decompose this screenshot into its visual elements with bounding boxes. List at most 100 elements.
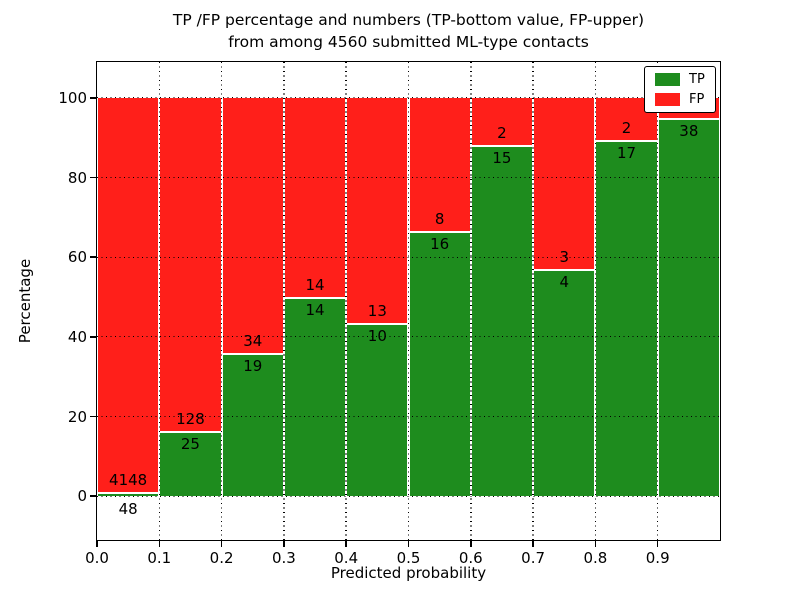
bar-tp-segment: [284, 297, 346, 497]
gridline-v: [407, 62, 410, 540]
bar-label-tp: 10: [367, 326, 387, 345]
bar: [283, 97, 347, 497]
chart-title: TP /FP percentage and numbers (TP-bottom…: [97, 9, 720, 53]
legend: TP FP: [644, 66, 716, 113]
gridline-v: [283, 62, 285, 540]
y-tick: [90, 495, 97, 497]
y-tick: [90, 336, 97, 338]
bar-tp-segment: [534, 268, 595, 497]
y-tick-label: 100: [58, 88, 87, 107]
gridline-v: [532, 62, 534, 540]
x-tick-label: 0.9: [645, 549, 670, 567]
x-tick-label: 0.6: [458, 549, 483, 567]
bar: [657, 97, 720, 497]
x-tick: [532, 540, 534, 547]
gridline-h: [97, 495, 720, 497]
y-tick: [90, 415, 97, 418]
x-tick-label: 0.2: [209, 549, 234, 567]
y-tick: [90, 176, 97, 179]
bar-label-tp: 15: [492, 148, 512, 167]
bar-fp-segment: [347, 97, 408, 323]
x-tick-label: 0.3: [271, 549, 296, 567]
legend-item-tp: TP: [655, 73, 705, 86]
x-tick-label: 0.8: [583, 549, 608, 567]
gridline-h: [97, 97, 720, 99]
bar-tp-segment: [347, 322, 408, 497]
bar: [533, 97, 596, 497]
bar-label-tp: 4: [559, 272, 570, 291]
y-tick-label: 0: [77, 487, 87, 506]
legend-label-fp: FP: [689, 92, 705, 107]
bar-tp-segment: [409, 230, 470, 497]
x-tick: [470, 540, 472, 547]
fp-swatch-icon: [655, 93, 680, 106]
x-tick-label: 0.1: [147, 549, 172, 567]
bar-tp-segment: [471, 144, 533, 497]
bar-tp-segment: [596, 139, 657, 497]
x-axis-label: Predicted probability: [330, 564, 487, 582]
bar: [221, 97, 284, 497]
y-tick: [90, 97, 97, 99]
gridline-h: [97, 336, 720, 338]
gridline-v: [656, 62, 659, 540]
bar-tp-segment: [160, 431, 221, 497]
bar-label-tp: 25: [180, 435, 200, 454]
bar-label-fp: 14: [305, 276, 325, 295]
x-tick: [407, 540, 410, 547]
gridline-h: [97, 176, 720, 179]
x-tick-label: 0.4: [334, 549, 359, 567]
gridline-v: [345, 62, 347, 540]
bar-tp-segment: [222, 353, 283, 497]
bar-label-tp: 38: [679, 121, 699, 140]
bar-fp-segment: [471, 97, 533, 145]
bar-fp-segment: [98, 97, 159, 492]
bar-label-fp: 8: [434, 209, 445, 228]
bar-fp-segment: [284, 97, 346, 297]
bar-fp-segment: [222, 97, 283, 354]
gridline-v: [470, 62, 472, 540]
y-tick: [90, 256, 97, 258]
bar: [346, 97, 409, 497]
bar-fp-segment: [160, 97, 221, 432]
bar-label-fp: 13: [367, 301, 387, 320]
y-tick-label: 60: [67, 248, 87, 267]
bar-fp-segment: [409, 97, 470, 231]
gridline-h: [97, 256, 720, 258]
x-tick: [158, 540, 161, 547]
bar-label-tp: 17: [617, 143, 637, 162]
y-tick-label: 20: [67, 407, 87, 426]
bar-tp-segment: [658, 117, 719, 497]
chart-title-line1: TP /FP percentage and numbers (TP-bottom…: [172, 11, 645, 29]
x-tick-label: 0.0: [85, 549, 109, 567]
gridline-v: [594, 62, 597, 540]
bar: [408, 97, 471, 497]
gridline-v: [158, 62, 161, 540]
bar-label-fp: 128: [176, 410, 205, 429]
tp-swatch-icon: [655, 73, 680, 86]
x-tick: [345, 540, 347, 547]
x-tick: [594, 540, 597, 547]
chart-title-line2: from among 4560 submitted ML-type contac…: [228, 33, 589, 51]
bar: [97, 97, 160, 497]
x-tick: [96, 540, 98, 547]
gridline-v: [220, 62, 223, 540]
y-tick-label: 80: [67, 168, 87, 187]
x-tick: [283, 540, 285, 547]
bar-label-fp: 2: [497, 123, 507, 142]
x-tick: [656, 540, 659, 547]
bar-label-tp: 19: [243, 357, 263, 376]
legend-item-fp: FP: [655, 93, 705, 106]
x-tick-label: 0.5: [396, 549, 421, 567]
bar-label-fp: 4148: [109, 470, 148, 489]
bar-label-fp: 2: [621, 118, 632, 137]
bar-tp-segment: [98, 491, 159, 497]
bar-label-tp: 14: [305, 301, 325, 320]
bar-label-fp: 3: [559, 247, 570, 266]
bar-label-tp: 48: [118, 500, 138, 519]
legend-label-tp: TP: [689, 72, 705, 87]
bar-fp-segment: [534, 97, 595, 269]
bar-label-fp: 34: [243, 332, 263, 351]
x-tick-label: 0.7: [521, 549, 546, 567]
y-tick-label: 40: [67, 327, 87, 346]
